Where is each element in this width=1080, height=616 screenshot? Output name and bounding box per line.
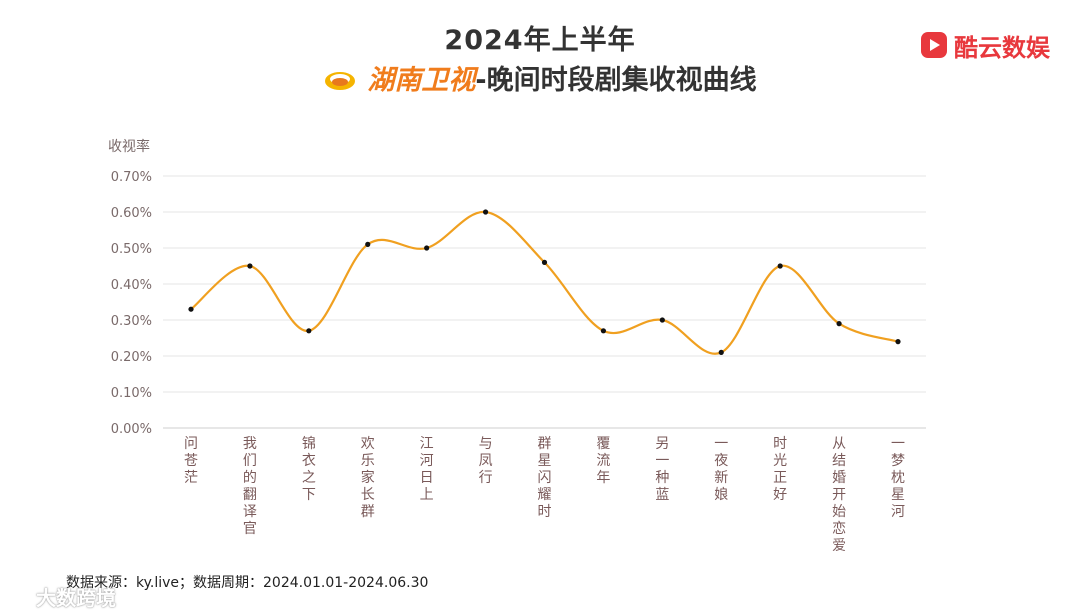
data-point	[836, 321, 842, 327]
brand-name: 酷云数娱	[954, 33, 1050, 62]
data-point	[541, 259, 548, 265]
x-tick-label: 与凤行	[479, 436, 493, 486]
x-tick-label: 群星闪耀时	[538, 436, 552, 520]
x-tick-label: 江河日上	[420, 436, 434, 503]
data-point	[895, 339, 901, 345]
data-point	[365, 241, 371, 247]
y-axis-label: 收视率	[108, 138, 150, 155]
x-tick-label: 问苍茫	[184, 436, 198, 486]
y-tick-label: 0.20%	[111, 350, 152, 365]
chart-title-line2: 湖南卫视-晚间时段剧集收视曲线	[0, 58, 1080, 97]
y-tick-label: 0.70%	[111, 170, 152, 185]
channel-name: 湖南卫视	[367, 65, 476, 96]
x-tick-label: 锦衣之下	[302, 435, 316, 503]
link-icon	[5, 589, 35, 604]
data-point	[424, 245, 430, 251]
y-tick-label: 0.50%	[111, 242, 152, 257]
data-source-note: 数据来源：ky.live；数据周期：2024.01.01-2024.06.30	[66, 575, 429, 591]
x-tick-label: 覆流年	[596, 436, 610, 486]
x-tick-label: 时光正好	[773, 436, 787, 503]
y-tick-label: 0.10%	[111, 386, 152, 401]
x-tick-label: 从结婚开始恋爱	[832, 436, 846, 554]
chart-title-line1: 2024年上半年	[444, 25, 636, 56]
y-tick-label: 0.30%	[111, 314, 152, 329]
watermark-text: 大数跨境	[36, 586, 116, 610]
play-triangle-icon	[921, 32, 947, 58]
data-point	[718, 349, 724, 355]
x-tick-label: 一夜新娘	[714, 436, 728, 503]
x-tick-label: 我们的翻译官	[243, 436, 257, 537]
brand-logo: 酷云数娱	[920, 28, 1050, 62]
title-suffix: -晚间时段剧集收视曲线	[475, 65, 757, 96]
data-point	[306, 328, 312, 334]
x-tick-label: 欢乐家长群	[361, 436, 375, 520]
y-tick-label: 0.00%	[111, 422, 152, 437]
data-point	[247, 263, 253, 269]
y-tick-label: 0.60%	[111, 206, 152, 221]
x-tick-label: 一梦枕星河	[891, 436, 905, 520]
data-point	[600, 328, 607, 334]
y-tick-label: 0.40%	[111, 278, 152, 293]
data-point	[777, 263, 783, 269]
channel-logo-icon	[323, 68, 357, 92]
data-point	[188, 306, 194, 312]
x-tick-label: 另一种蓝	[655, 436, 669, 503]
data-point	[659, 317, 665, 323]
series-line	[190, 210, 899, 355]
watermark: 大数跨境	[4, 582, 116, 611]
data-point	[482, 209, 489, 215]
